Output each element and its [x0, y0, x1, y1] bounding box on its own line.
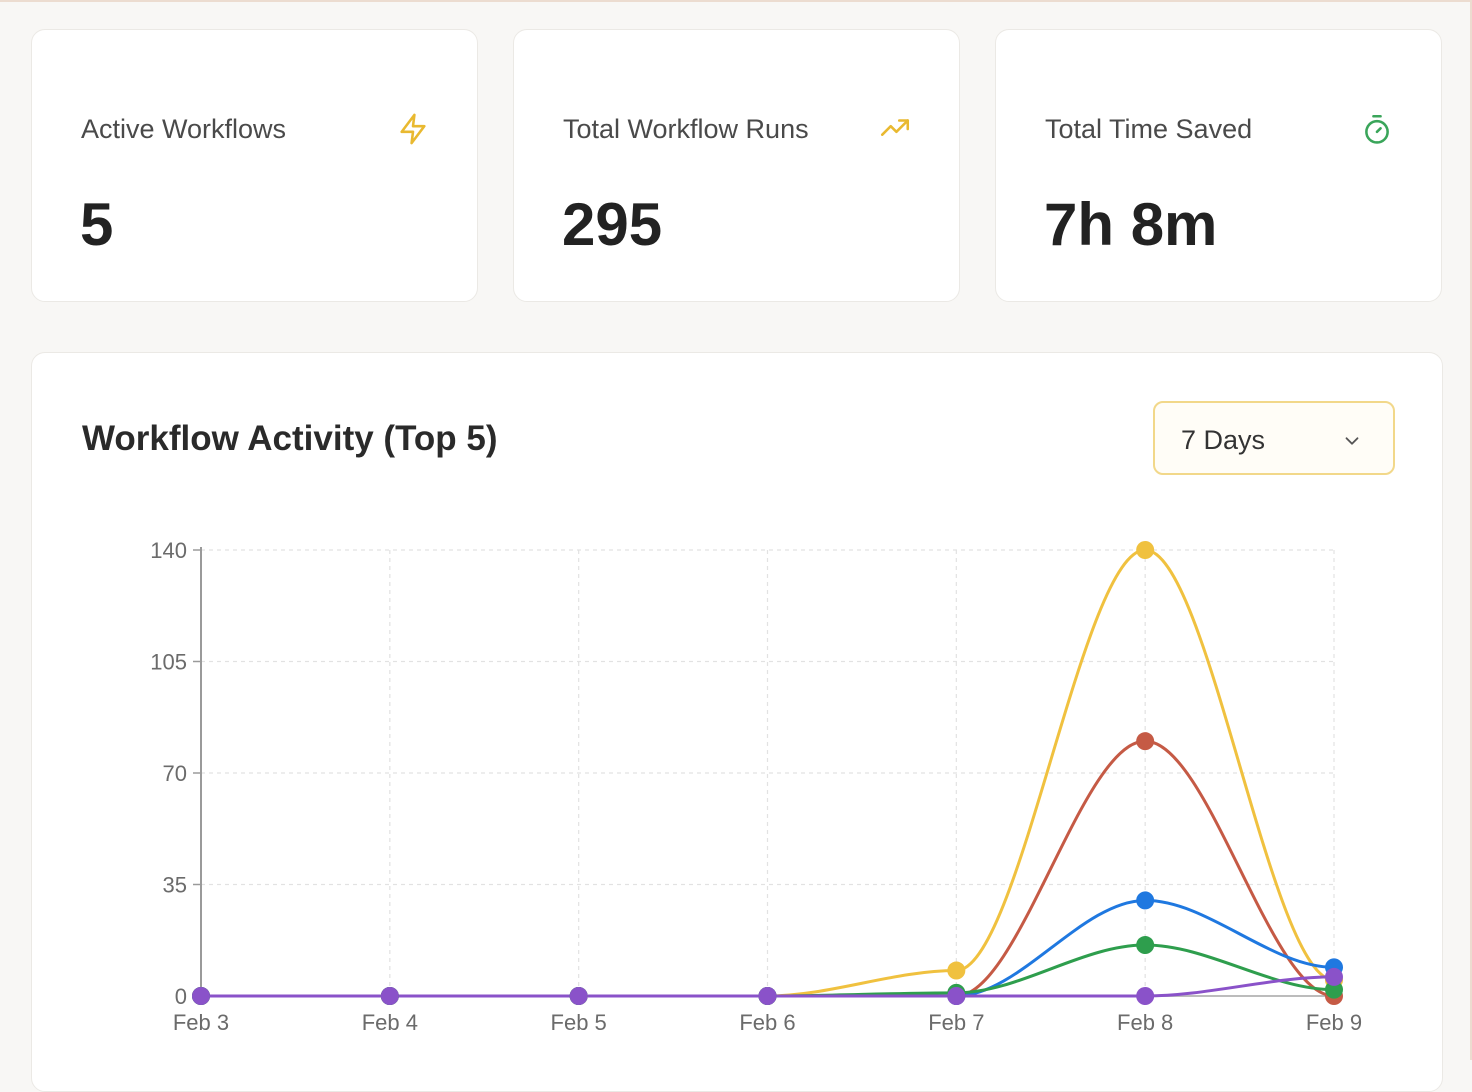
chevron-down-icon: [1341, 430, 1363, 452]
data-point: [947, 987, 966, 1005]
series-line: [201, 739, 1335, 998]
data-point: [1136, 891, 1155, 910]
stat-label: Total Time Saved: [1045, 114, 1253, 144]
data-point: [947, 961, 966, 980]
y-tick-label: 105: [150, 650, 187, 675]
data-point: [1325, 980, 1343, 999]
series-line: [201, 898, 1335, 998]
data-point: [758, 987, 777, 1005]
trending-up-icon: [878, 112, 912, 146]
stat-label: Active Workflows: [81, 114, 287, 144]
data-point: [569, 987, 588, 1005]
workflow-activity-card: Workflow Activity (Top 5) 7 Days 0 35 70 10…: [31, 352, 1443, 1092]
y-tick-label: 70: [163, 761, 187, 786]
y-tick-label: 0: [175, 984, 187, 1009]
top-border: [0, 0, 1472, 2]
y-tick-label: 140: [150, 538, 187, 563]
data-point: [192, 987, 210, 1005]
data-point: [1136, 987, 1155, 1005]
range-select[interactable]: 7 Days: [1153, 401, 1395, 475]
x-tick-label: Feb 3: [173, 1010, 229, 1035]
x-tick-label: Feb 4: [362, 1010, 418, 1035]
stat-value: 295: [562, 191, 663, 258]
x-tick-label: Feb 9: [1306, 1010, 1362, 1035]
chart-title: Workflow Activity (Top 5): [82, 419, 498, 458]
data-point: [1325, 967, 1343, 986]
data-point: [1136, 732, 1155, 751]
x-tick-label: Feb 7: [928, 1010, 984, 1035]
stat-value: 7h 8m: [1044, 191, 1218, 258]
data-point: [380, 987, 399, 1005]
x-tick-label: Feb 8: [1117, 1010, 1173, 1035]
data-point: [1136, 541, 1155, 559]
stat-card-total-time-saved: Total Time Saved 7h 8m: [995, 29, 1442, 302]
stopwatch-icon: [1360, 112, 1394, 146]
stat-label: Total Workflow Runs: [563, 114, 809, 144]
right-border: [1470, 0, 1472, 1060]
x-tick-label: Feb 6: [739, 1010, 795, 1035]
range-select-value: 7 Days: [1181, 425, 1266, 455]
activity-line-chart: 0 35 70 105 140 Feb 3 Feb 4 Feb 5 Feb 6 Feb 7 Feb …: [150, 538, 1362, 1035]
x-tick-label: Feb 5: [551, 1010, 607, 1035]
lightning-icon: [396, 112, 430, 146]
stat-card-active-workflows: Active Workflows 5: [31, 29, 478, 302]
stat-value: 5: [80, 191, 114, 258]
data-point: [1136, 936, 1155, 955]
stat-card-total-workflow-runs: Total Workflow Runs 295: [513, 29, 960, 302]
y-tick-label: 35: [163, 873, 187, 898]
